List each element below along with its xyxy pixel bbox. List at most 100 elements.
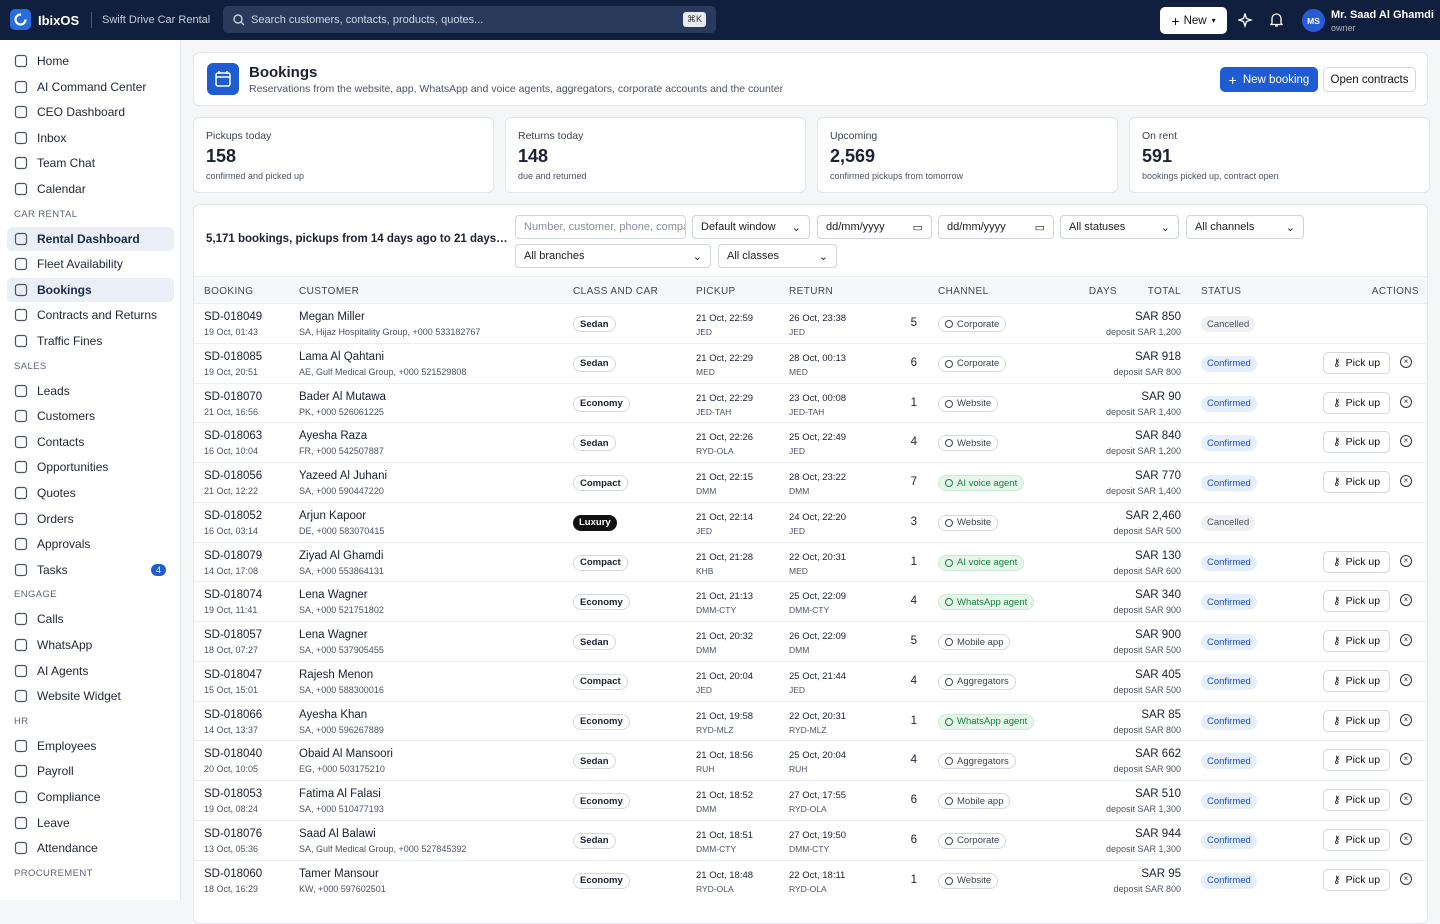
cancel-button[interactable]: ×	[1400, 435, 1412, 448]
nav-item[interactable]: Leave	[7, 811, 174, 835]
booking-row[interactable]: SD-018076 13 Oct, 05:36 Saad Al Balawi SA, …	[194, 819, 1427, 860]
filter-class[interactable]: All classes ⌄	[718, 244, 837, 268]
return-location: RYD-OLA	[789, 883, 827, 894]
return-location: JED	[789, 446, 806, 457]
cancel-button[interactable]: ×	[1400, 634, 1412, 646]
bell-icon[interactable]	[1269, 12, 1284, 28]
filter-status[interactable]: All statuses ⌄	[1060, 215, 1179, 239]
pick-up-button[interactable]: ⚷ Pick up	[1323, 590, 1390, 613]
cancel-button[interactable]: ×	[1400, 554, 1412, 567]
pick-up-button[interactable]: ⚷ Pick up	[1323, 630, 1390, 652]
filter-channel-label: All channels	[1195, 221, 1255, 233]
nav-item[interactable]: Contacts	[7, 430, 174, 454]
booking-row[interactable]: SD-018074 19 Oct, 11:41 Lena Wagner SA, +00…	[194, 581, 1427, 621]
customer-name: Ziyad Al Ghamdi	[299, 549, 384, 562]
cancel-button[interactable]: ×	[1400, 355, 1412, 368]
booking-row[interactable]: SD-018070 21 Oct, 16:56 Bader Al Mutawa PK,…	[194, 382, 1427, 423]
nav-item[interactable]: Fleet Availability	[7, 252, 174, 276]
nav-item[interactable]: Orders	[7, 507, 174, 531]
filter-channel[interactable]: All channels ⌄	[1186, 215, 1304, 239]
cancel-button[interactable]: ×	[1400, 475, 1412, 487]
new-booking-button[interactable]: + New booking	[1220, 67, 1318, 92]
nav-item[interactable]: Traffic Fines	[7, 329, 174, 353]
cancel-button[interactable]: ×	[1400, 793, 1412, 805]
nav-item[interactable]: Opportunities	[7, 455, 174, 479]
pick-up-button[interactable]: ⚷ Pick up	[1323, 669, 1390, 692]
cancel-button[interactable]: ×	[1400, 594, 1412, 607]
booking-row[interactable]: SD-018047 15 Oct, 15:01 Rajesh Menon SA, +0…	[194, 660, 1427, 701]
page-title: Bookings	[249, 64, 318, 81]
pick-up-button[interactable]: ⚷ Pick up	[1323, 550, 1390, 573]
new-button[interactable]: + New ▾	[1160, 7, 1227, 34]
channel-badge: Corporate	[938, 316, 1007, 332]
nav-item[interactable]: Bookings	[7, 277, 174, 302]
nav-item[interactable]: Leads	[7, 379, 174, 403]
pick-up-button[interactable]: ⚷ Pick up	[1323, 431, 1390, 454]
open-contracts-button[interactable]: Open contracts	[1323, 67, 1416, 92]
filter-window[interactable]: Default window ⌄	[692, 215, 810, 239]
booking-row[interactable]: SD-018060 18 Oct, 16:29 Tamer Mansour KW, +…	[194, 859, 1427, 900]
stat-label: On rent	[1142, 130, 1178, 142]
filter-to[interactable]: dd/mm/yyyy ▭	[938, 215, 1054, 239]
nav-item[interactable]: Website Widget	[7, 684, 174, 708]
pick-up-label: Pick up	[1345, 754, 1381, 767]
return-location: JED	[789, 327, 806, 337]
pick-up-button[interactable]: ⚷ Pick up	[1323, 391, 1390, 414]
days: 6	[910, 794, 917, 806]
nav-item[interactable]: Calls	[7, 607, 174, 631]
nav-item[interactable]: Inbox	[7, 126, 174, 150]
cancel-button[interactable]: ×	[1400, 673, 1412, 686]
search-box[interactable]: Search customers, contacts, products, qu…	[223, 6, 716, 33]
pick-up-button[interactable]: ⚷ Pick up	[1323, 749, 1390, 772]
pick-up-button[interactable]: ⚷ Pick up	[1323, 868, 1390, 891]
booking-row[interactable]: SD-018066 14 Oct, 13:37 Ayesha Khan SA, +00…	[194, 700, 1427, 741]
nav-item[interactable]: Team Chat	[7, 151, 174, 175]
nav-item[interactable]: Tasks 4	[7, 558, 174, 582]
cancel-button[interactable]: ×	[1400, 395, 1412, 408]
booking-row[interactable]: SD-018085 19 Oct, 20:51 Lama Al Qahtani AE,…	[194, 342, 1427, 383]
booking-row[interactable]: SD-018040 20 Oct, 10:05 Obaid Al Mansoori E…	[194, 740, 1427, 780]
nav-item[interactable]: Rental Dashboard	[7, 226, 174, 251]
nav-item[interactable]: Compliance	[7, 785, 174, 809]
booking-row[interactable]: SD-018057 18 Oct, 07:27 Lena Wagner SA, +00…	[194, 621, 1427, 661]
booking-row[interactable]: SD-018079 14 Oct, 17:08 Ziyad Al Ghamdi SA,…	[194, 541, 1427, 582]
booking-row[interactable]: SD-018053 19 Oct, 08:24 Fatima Al Falasi SA…	[194, 780, 1427, 820]
nav-item[interactable]: AI Agents	[7, 659, 174, 683]
filter-branch[interactable]: All branches ⌄	[515, 244, 711, 268]
nav-item[interactable]: Contracts and Returns	[7, 303, 174, 327]
booking-id: SD-018040	[204, 748, 263, 761]
filter-from[interactable]: dd/mm/yyyy ▭	[817, 215, 932, 239]
return-time: 22 Oct, 20:31	[789, 710, 847, 722]
pick-up-button[interactable]: ⚷ Pick up	[1323, 789, 1390, 811]
cancel-button[interactable]: ×	[1400, 832, 1412, 845]
nav-item[interactable]: Calendar	[7, 177, 174, 201]
nav-icon	[14, 258, 28, 271]
cancel-button[interactable]: ×	[1400, 872, 1412, 885]
column-header: CLASS AND CAR	[573, 286, 659, 297]
cancel-button[interactable]: ×	[1400, 753, 1412, 766]
pick-up-button[interactable]: ⚷ Pick up	[1323, 471, 1390, 493]
nav-item[interactable]: Employees	[7, 734, 174, 758]
nav-item[interactable]: Payroll	[7, 759, 174, 783]
cancel-button[interactable]: ×	[1400, 713, 1412, 726]
nav-item[interactable]: Approvals	[7, 532, 174, 556]
pick-up-button[interactable]: ⚷ Pick up	[1323, 351, 1390, 374]
nav-item[interactable]: WhatsApp	[7, 633, 174, 657]
nav-item[interactable]: CEO Dashboard	[7, 100, 174, 124]
booking-row[interactable]: SD-018056 21 Oct, 12:22 Yazeed Al Juhani SA…	[194, 462, 1427, 502]
avatar[interactable]: MS	[1302, 9, 1325, 32]
pick-up-button[interactable]: ⚷ Pick up	[1323, 709, 1390, 732]
nav-item[interactable]: AI Command Center	[7, 75, 174, 99]
booking-row[interactable]: SD-018052 16 Oct, 03:14 Arjun Kapoor DE, +0…	[194, 501, 1427, 542]
stat-value: 158	[206, 146, 237, 166]
pickup-time: 21 Oct, 18:56	[696, 750, 754, 762]
pick-up-button[interactable]: ⚷ Pick up	[1323, 828, 1390, 851]
nav-item[interactable]: Quotes	[7, 481, 174, 505]
ai-icon[interactable]	[1238, 13, 1253, 28]
nav-item[interactable]: Customers	[7, 404, 174, 428]
booking-row[interactable]: SD-018063 16 Oct, 10:04 Ayesha Raza FR, +00…	[194, 422, 1427, 462]
filter-search[interactable]: Number, customer, phone, company	[515, 215, 686, 239]
nav-item[interactable]: Home	[7, 49, 174, 73]
booking-row[interactable]: SD-018049 19 Oct, 01:43 Megan Miller SA, Hi…	[194, 303, 1427, 343]
nav-item[interactable]: Attendance	[7, 836, 174, 860]
